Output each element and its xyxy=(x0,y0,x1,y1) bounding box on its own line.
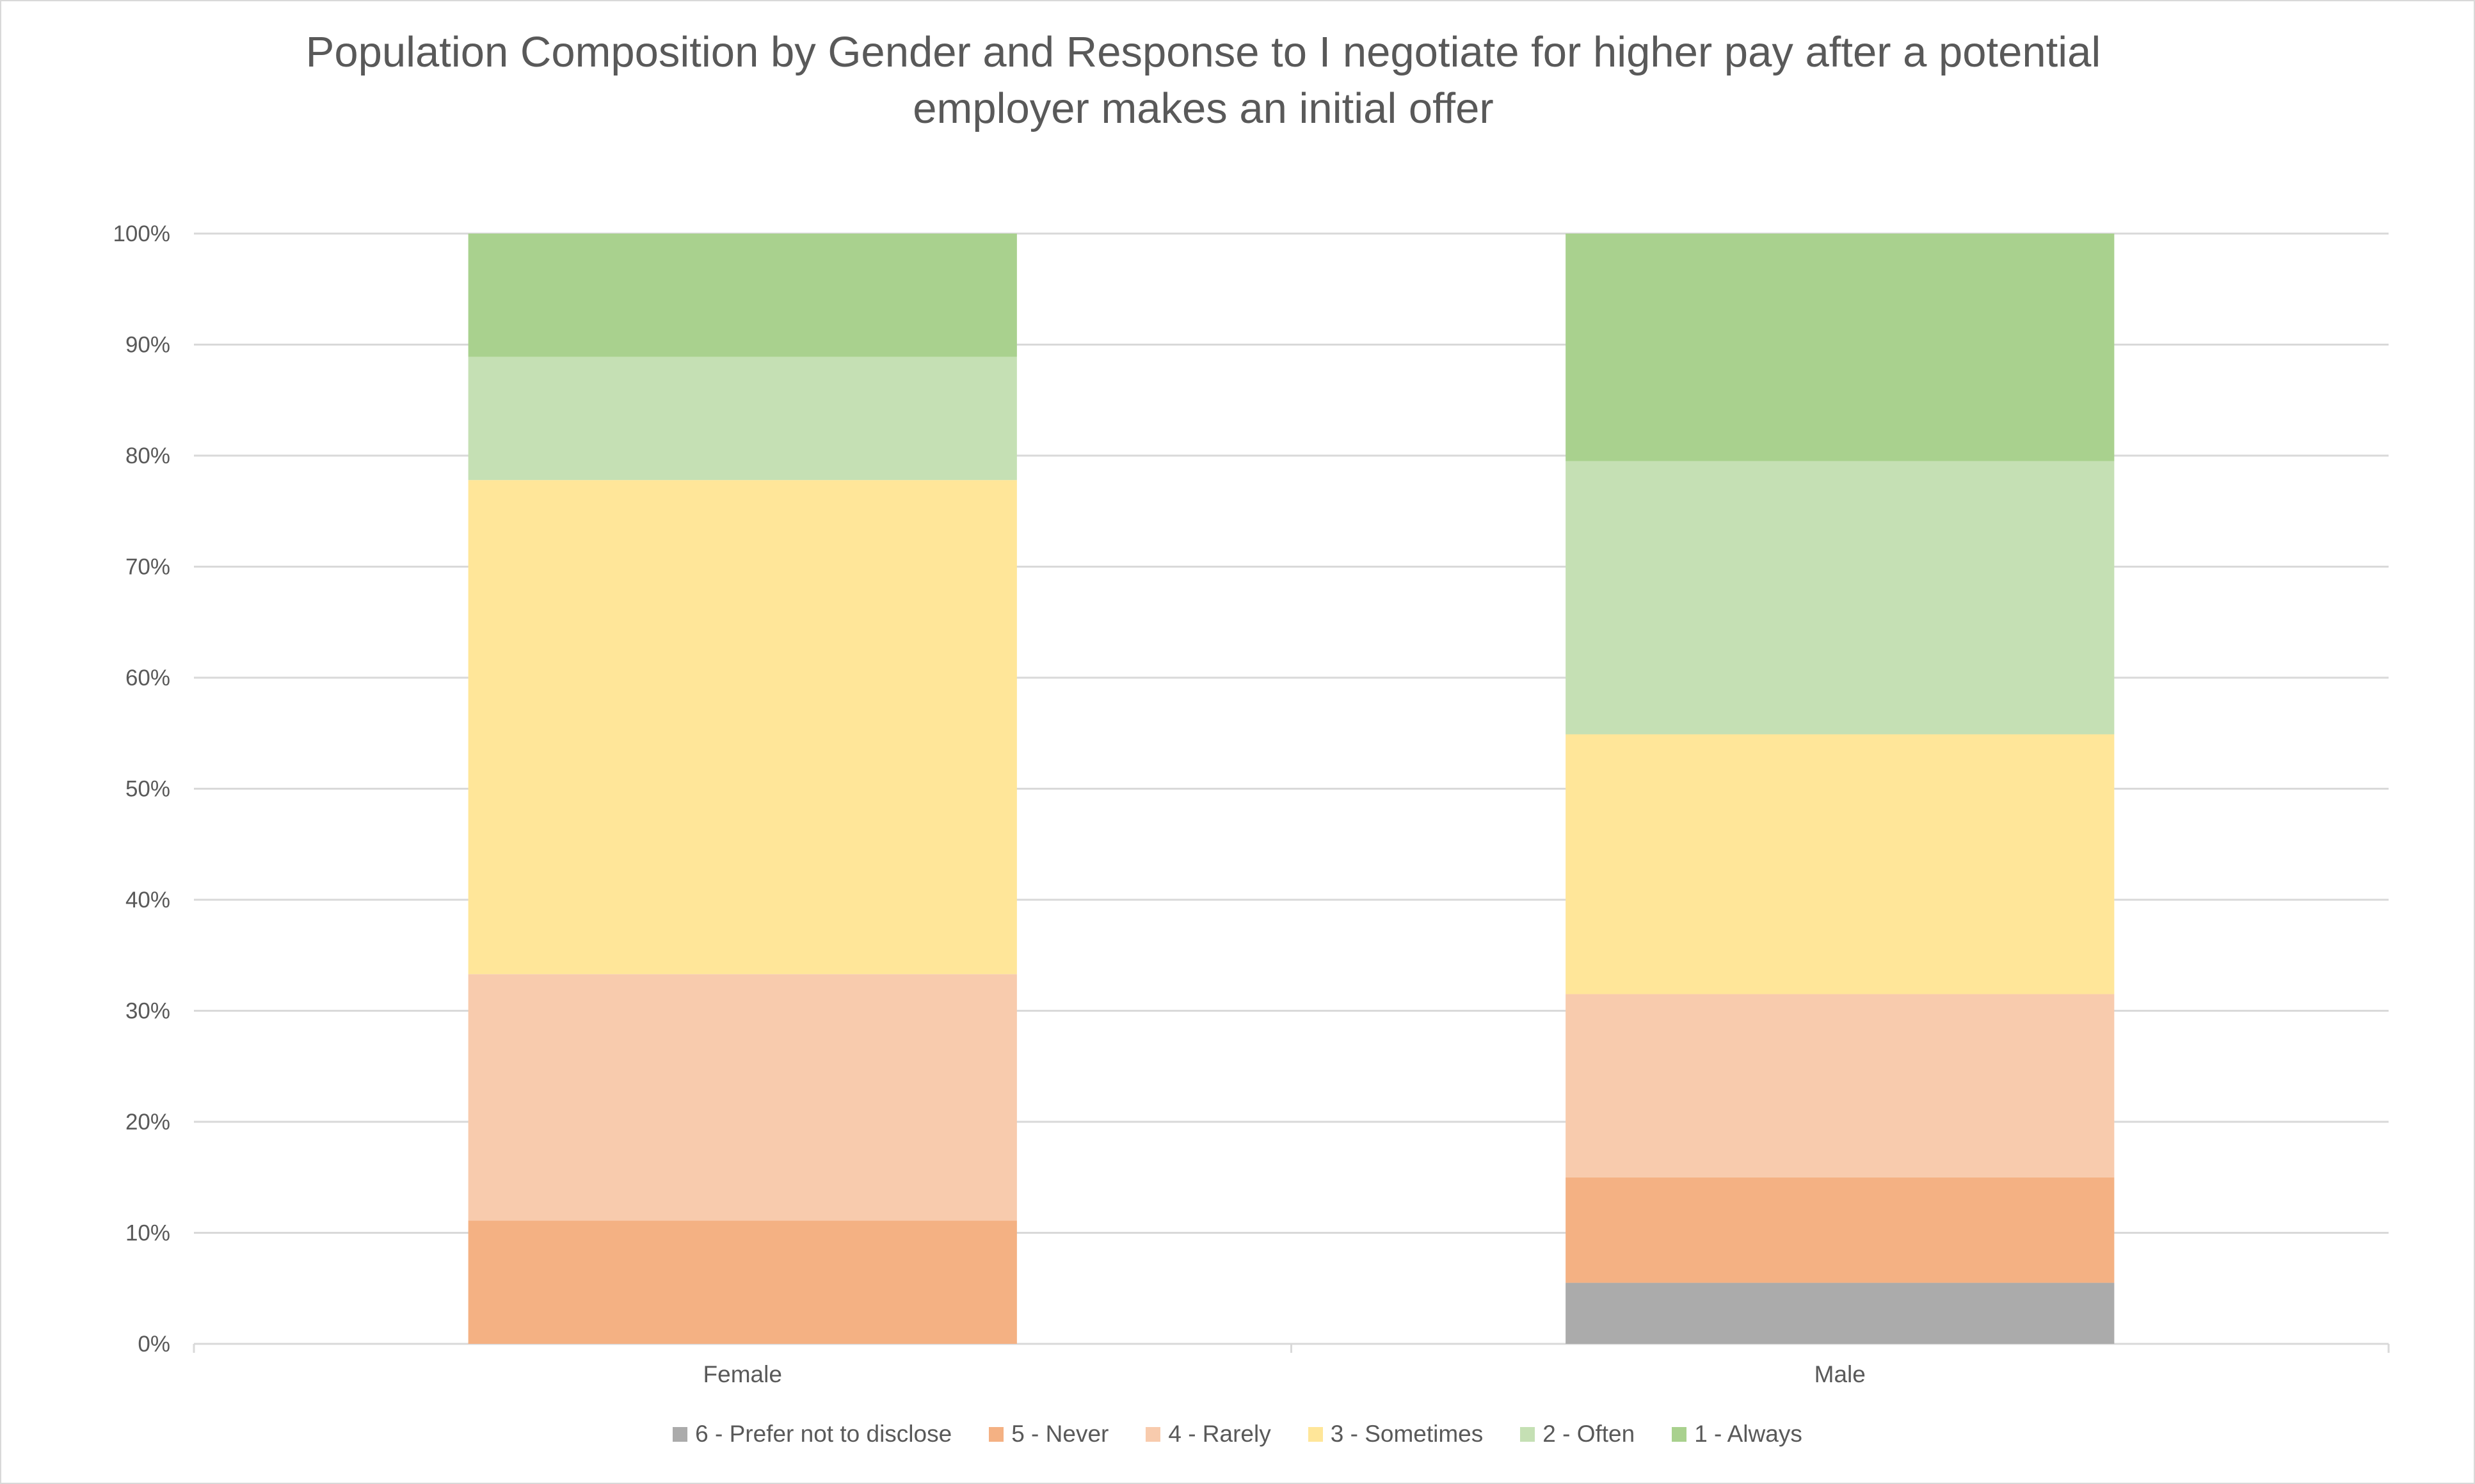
y-tick-label: 20% xyxy=(125,1110,170,1135)
bar-segment xyxy=(468,974,1017,1221)
y-tick-label: 40% xyxy=(125,888,170,913)
legend-label: 3 - Sometimes xyxy=(1330,1421,1484,1447)
bar-segment xyxy=(468,1220,1017,1344)
bar-segment xyxy=(1566,1282,2115,1344)
y-tick-label: 70% xyxy=(125,555,170,580)
chart-title: Population Composition by Gender and Res… xyxy=(305,28,2101,132)
bar-segment xyxy=(468,234,1017,357)
bar-segment xyxy=(1566,994,2115,1177)
legend-item: 4 - Rarely xyxy=(1146,1421,1271,1448)
legend-swatch xyxy=(673,1426,688,1442)
legend-label: 2 - Often xyxy=(1542,1421,1635,1447)
legend-item: 3 - Sometimes xyxy=(1308,1421,1484,1448)
y-tick-label: 60% xyxy=(125,666,170,690)
x-category-label: Female xyxy=(703,1361,782,1387)
legend-item: 6 - Prefer not to disclose xyxy=(673,1421,952,1448)
bar-segment xyxy=(1566,1177,2115,1283)
y-tick-label: 30% xyxy=(125,999,170,1024)
legend-swatch xyxy=(1308,1426,1323,1442)
y-tick-label: 100% xyxy=(113,221,170,246)
y-tick-label: 10% xyxy=(125,1221,170,1246)
legend-item: 1 - Always xyxy=(1672,1421,1802,1448)
y-tick-label: 50% xyxy=(125,777,170,802)
legend-label: 1 - Always xyxy=(1694,1421,1802,1447)
bar-segment xyxy=(468,356,1017,481)
legend-swatch xyxy=(1146,1426,1161,1442)
chart-legend: 6 - Prefer not to disclose 5 - Never 4 - R… xyxy=(0,1421,2475,1448)
legend-swatch xyxy=(989,1426,1004,1442)
y-tick-label: 0% xyxy=(138,1332,170,1357)
chart-plot: 0% 10% 20% 30% 40% 50% 60% 70% 80% 90% 100% Female M… xyxy=(113,221,2390,1387)
y-tick-label: 80% xyxy=(125,443,170,468)
y-tick-label: 90% xyxy=(125,333,170,358)
legend-label: 5 - Never xyxy=(1011,1421,1109,1447)
legend-label: 4 - Rarely xyxy=(1168,1421,1271,1447)
legend-item: 5 - Never xyxy=(989,1421,1109,1448)
bar-segment xyxy=(1566,734,2115,994)
bar-segment xyxy=(468,480,1017,975)
legend-item: 2 - Often xyxy=(1520,1421,1635,1448)
bar-segment xyxy=(1566,461,2115,735)
legend-swatch xyxy=(1672,1426,1687,1442)
legend-swatch xyxy=(1520,1426,1535,1442)
legend-label: 6 - Prefer not to disclose xyxy=(695,1421,952,1447)
bar-segment xyxy=(1566,234,2115,461)
x-category-label: Male xyxy=(1814,1361,1866,1387)
